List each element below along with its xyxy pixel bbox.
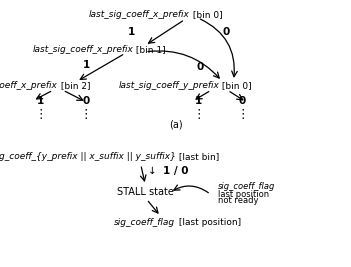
Text: last_sig_coeff_y_prefix: last_sig_coeff_y_prefix — [119, 81, 219, 90]
Text: ⋮: ⋮ — [192, 108, 205, 121]
Text: [last position]: [last position] — [176, 218, 241, 227]
Text: ⋮: ⋮ — [236, 108, 249, 121]
Text: [bin 0]: [bin 0] — [190, 10, 222, 19]
Text: STALL state: STALL state — [117, 187, 174, 197]
Text: ⋮: ⋮ — [80, 108, 92, 121]
Text: 0: 0 — [223, 26, 230, 37]
Text: sig_coeff_flag: sig_coeff_flag — [218, 182, 275, 191]
Text: [bin 0]: [bin 0] — [219, 81, 252, 90]
Text: 1: 1 — [128, 27, 135, 37]
Text: 0: 0 — [197, 62, 204, 72]
Text: ↓: ↓ — [148, 166, 157, 176]
Text: 0: 0 — [82, 96, 90, 107]
Text: 1: 1 — [195, 96, 202, 107]
Text: last_sig_coeff_x_prefix: last_sig_coeff_x_prefix — [89, 10, 190, 19]
Text: [bin 2]: [bin 2] — [58, 81, 91, 90]
Text: 1: 1 — [82, 60, 90, 70]
Text: last_sig_coeff_x_prefix: last_sig_coeff_x_prefix — [0, 81, 58, 90]
Text: 1 / 0: 1 / 0 — [163, 166, 189, 176]
Text: not ready: not ready — [218, 196, 258, 205]
Text: (a): (a) — [169, 119, 182, 129]
Text: 1: 1 — [37, 96, 44, 107]
Text: [last bin]: [last bin] — [176, 152, 219, 161]
Text: 0: 0 — [239, 96, 246, 107]
Text: sig_coeff_flag: sig_coeff_flag — [114, 218, 176, 227]
Text: last position: last position — [218, 190, 269, 199]
Text: ⋮: ⋮ — [34, 108, 47, 121]
Text: last_sig_coeff_x_prefix: last_sig_coeff_x_prefix — [33, 45, 133, 54]
Text: [bin 1]: [bin 1] — [133, 45, 166, 54]
Text: last_sig_coeff_{y_prefix || x_suffix || y_suffix}: last_sig_coeff_{y_prefix || x_suffix || … — [0, 152, 176, 161]
